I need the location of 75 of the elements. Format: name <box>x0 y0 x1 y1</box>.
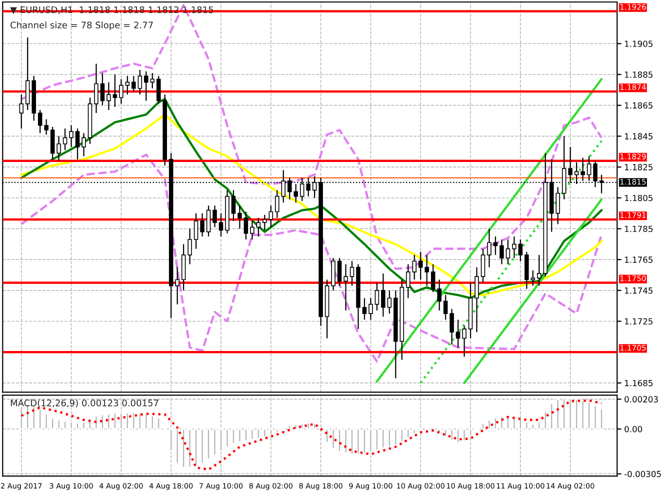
candlestick <box>175 266 180 305</box>
y-tick-label: 1.1885 <box>624 71 652 78</box>
candlestick <box>44 118 48 136</box>
candlestick <box>38 109 42 134</box>
candlestick <box>56 136 61 162</box>
candlestick <box>212 205 217 228</box>
candlestick <box>368 298 373 320</box>
candlestick <box>443 294 448 320</box>
candlestick <box>474 266 479 333</box>
candlestick <box>100 72 105 106</box>
y-tick-label: 1.1825 <box>624 164 652 170</box>
candlestick <box>256 217 261 237</box>
candlestick <box>480 248 486 284</box>
candlestick <box>238 205 242 230</box>
candlestick <box>94 63 98 114</box>
candlestick <box>106 82 111 111</box>
candlestick <box>25 36 30 111</box>
candlestick <box>19 94 24 130</box>
candlestick <box>50 126 55 160</box>
y-tick-label: 1.1845 <box>624 133 652 140</box>
candlestick <box>350 260 354 286</box>
candlestick <box>506 238 510 265</box>
candlestick <box>132 75 136 92</box>
y-tick-label: 0.00203 <box>624 396 658 402</box>
candlestick <box>362 298 367 320</box>
candlestick <box>75 128 80 160</box>
candlestick <box>500 238 504 265</box>
candlestick <box>119 78 124 104</box>
candlestick <box>337 257 342 286</box>
candlestick <box>62 128 68 151</box>
y-tick-label: 1.1805 <box>624 194 652 202</box>
candlestick <box>156 75 161 104</box>
y-tick-label: 0.00 <box>624 426 642 432</box>
candlestick <box>381 272 386 318</box>
candlestick <box>188 228 192 265</box>
annotation: Channel size = 78 Slope = 2.77 <box>10 21 153 30</box>
candlestick <box>424 254 429 286</box>
y-tick-label: 1.1725 <box>624 318 652 325</box>
candlestick <box>430 264 436 293</box>
candlestick <box>518 238 523 262</box>
candlestick <box>462 325 466 358</box>
candlestick <box>69 124 74 148</box>
candlestick <box>437 279 442 312</box>
annotation: MACD(12,26,9) 0.00123 0.00157 <box>10 399 158 408</box>
candlestick <box>294 183 298 204</box>
line-series <box>20 154 603 362</box>
y-tick-label: 1.1905 <box>624 40 652 47</box>
candlestick <box>262 214 267 231</box>
candlestick <box>194 212 198 250</box>
y-tick-label: 1.1865 <box>624 102 652 109</box>
candlestick <box>268 205 274 228</box>
candlestick <box>387 290 392 314</box>
candlestick <box>250 220 254 240</box>
candlestick <box>487 228 492 268</box>
candlestick <box>456 319 460 348</box>
candlestick <box>206 205 211 237</box>
y-tick-label: 1.1685 <box>624 380 652 386</box>
y-tick-label: -0.00305 <box>624 470 661 478</box>
candlestick <box>82 132 86 157</box>
y-tick-label: 1.1765 <box>624 256 652 263</box>
candlestick <box>231 190 236 222</box>
candlestick <box>138 69 142 96</box>
candlestick <box>450 308 454 345</box>
candlestick <box>200 212 204 237</box>
candlestick <box>244 211 248 240</box>
candlestick <box>218 212 224 237</box>
candlestick <box>493 236 498 256</box>
y-tick-label: 1.1745 <box>624 288 652 294</box>
candlestick <box>344 264 348 312</box>
candlestick <box>530 270 536 286</box>
candlestick <box>112 74 118 108</box>
candlestick <box>374 282 380 312</box>
y-tick-label: 1.1785 <box>624 226 652 232</box>
candlestick <box>512 236 516 259</box>
candlestick <box>418 251 423 280</box>
